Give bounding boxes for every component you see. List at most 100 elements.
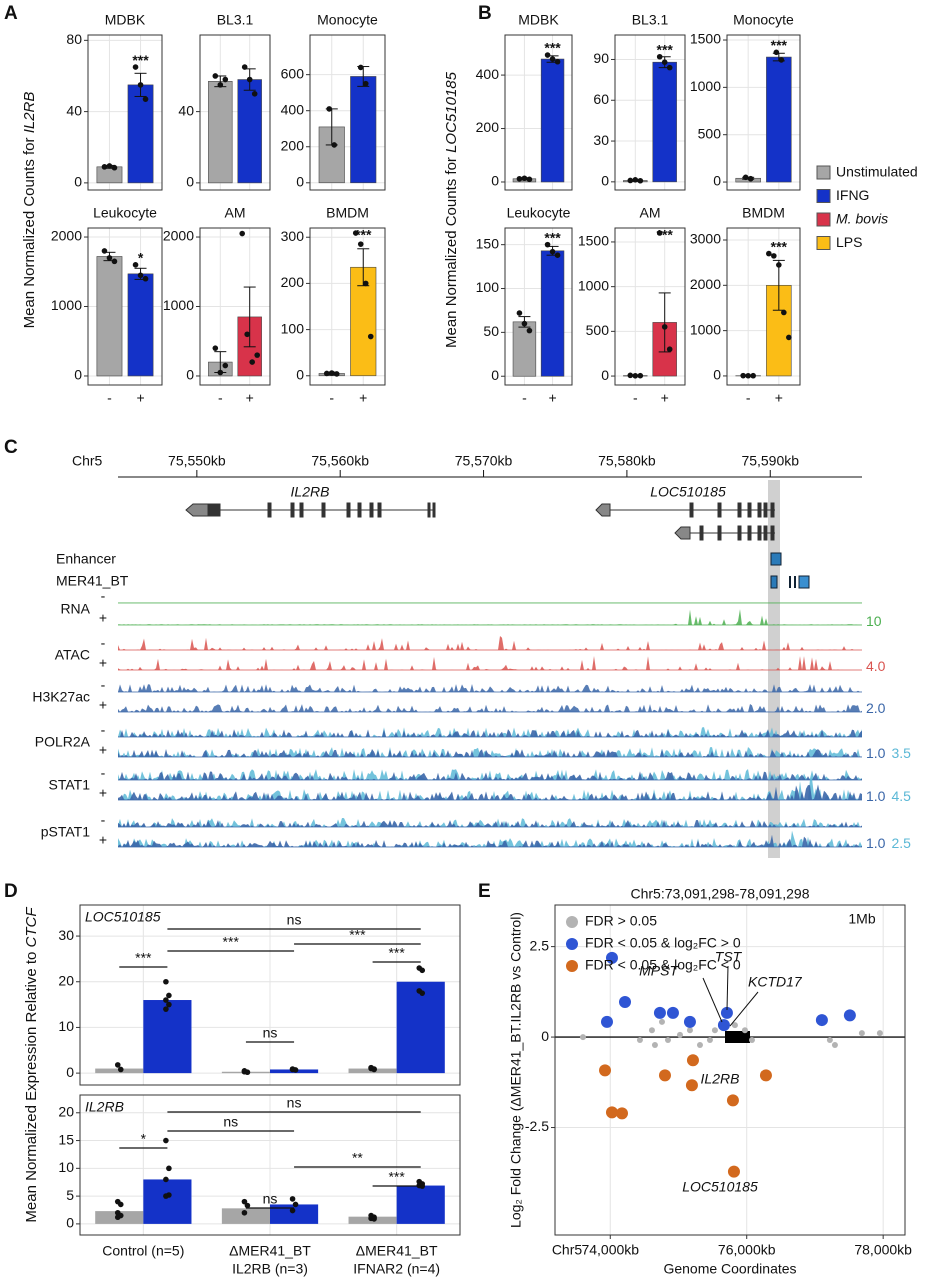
- data-point: [619, 995, 631, 1008]
- data-point: [516, 175, 523, 182]
- data-point: [554, 252, 561, 258]
- y-tick-label: 0: [601, 173, 609, 189]
- track-scale: 4.0: [866, 658, 886, 674]
- y-tick-label: 200: [281, 274, 305, 290]
- strand-label: +: [99, 655, 107, 671]
- legend-marker: [566, 938, 578, 950]
- label-leader: [729, 991, 759, 1027]
- data-point: [781, 309, 787, 316]
- track-scale-value: 10: [866, 613, 882, 629]
- chart-title: IL2RB: [85, 1099, 124, 1115]
- data-point: [745, 372, 751, 379]
- legend-label: FDR > 0.05: [585, 913, 657, 929]
- data-point: [241, 64, 248, 70]
- significance-label: ***: [657, 41, 674, 57]
- data-point: [742, 174, 749, 181]
- signal-track: [118, 636, 862, 650]
- signal-track: [118, 819, 862, 827]
- data-point: [831, 1042, 838, 1049]
- significance-label: ***: [544, 40, 561, 56]
- strand-label: -: [101, 812, 106, 828]
- label-gene: IL2RB: [21, 92, 38, 134]
- signal-track: [118, 784, 862, 800]
- y-tick-label: 200: [476, 119, 500, 135]
- x-tick-label: -: [329, 390, 334, 406]
- x-tick-label: IFNAR2 (n=4): [353, 1261, 440, 1277]
- data-point: [776, 262, 782, 268]
- plot-border: [79, 904, 461, 1086]
- data-point: [627, 177, 634, 184]
- strand-label: +: [99, 697, 107, 713]
- chart-title: Monocyte: [733, 12, 794, 28]
- plot-border: [309, 227, 386, 386]
- error-bar: [243, 286, 256, 348]
- y-tick-label: 0: [491, 367, 499, 383]
- data-point: [254, 352, 260, 358]
- data-point: [786, 334, 792, 341]
- data-point: [371, 1216, 377, 1222]
- mer41-box: [794, 576, 796, 588]
- x-tick-label: +: [136, 390, 144, 406]
- data-point: [142, 96, 149, 102]
- bar: [350, 76, 377, 184]
- track-scale-value: 2.5: [891, 835, 911, 851]
- x-tick-label: +: [775, 390, 783, 406]
- chart-title: BL3.1: [217, 12, 254, 28]
- data-point: [521, 320, 528, 327]
- data-point: [696, 1042, 703, 1049]
- chart-title: AM: [225, 205, 246, 221]
- y-tick-label: 0: [74, 174, 82, 190]
- x-tick-label: 76,000kb: [718, 1242, 776, 1258]
- label-leader: [702, 977, 723, 1023]
- label-text: Mean Normalized Counts for: [21, 137, 38, 328]
- y-tick-label: 0: [491, 173, 499, 189]
- data-point: [352, 230, 359, 236]
- track-scale-value: 1.0: [866, 788, 886, 804]
- y-tick-label: 20: [58, 972, 74, 988]
- data-point: [858, 1030, 865, 1037]
- x-tick-label: ΔMER41_BT: [229, 1243, 311, 1259]
- bar: [221, 1208, 270, 1224]
- error-bar: [658, 292, 671, 353]
- data-point: [132, 64, 139, 70]
- y-tick-label: 0: [296, 173, 304, 189]
- data-point: [726, 1094, 739, 1107]
- y-tick-label: 40: [178, 102, 194, 118]
- bar: [208, 81, 233, 184]
- y-tick-label: 90: [593, 50, 609, 66]
- legend-label: IFNG: [836, 187, 869, 203]
- y-tick-label: 2000: [51, 228, 82, 244]
- x-tick-label: +: [359, 390, 367, 406]
- comparison-label: **: [352, 1150, 363, 1166]
- data-point: [163, 1193, 169, 1199]
- data-point: [419, 1183, 426, 1189]
- y-tick-label: 0: [74, 367, 82, 383]
- track-scale-value: 3.5: [891, 745, 911, 761]
- y-tick-label: 20: [58, 1103, 74, 1119]
- y-tick-label: 1000: [690, 78, 721, 94]
- legend-swatch: [816, 189, 831, 203]
- legend-marker: [566, 960, 578, 972]
- data-point: [163, 1137, 169, 1144]
- y-tick-label: 0: [66, 1064, 74, 1080]
- plot-border: [726, 227, 801, 386]
- y-tick-label: 10: [58, 1159, 74, 1175]
- signal-track: [118, 749, 862, 757]
- track-scale-value: 4.5: [891, 788, 911, 804]
- data-point: [246, 76, 253, 83]
- significance-label: ***: [355, 227, 372, 243]
- chart-title: Chr5:73,091,298-78,091,298: [630, 886, 809, 902]
- x-tick-label: 75,570kb: [455, 453, 513, 469]
- data-point: [666, 346, 673, 353]
- mer41-box: [789, 576, 791, 588]
- gene-label: TST: [715, 949, 743, 965]
- x-tick-label: -: [107, 390, 112, 406]
- data-point: [241, 1209, 248, 1216]
- chart-title: MDBK: [518, 12, 559, 28]
- data-point: [117, 1066, 124, 1073]
- data-point: [331, 142, 338, 148]
- data-point: [333, 371, 340, 377]
- comparison-label: ***: [388, 945, 405, 961]
- bar: [143, 1179, 192, 1224]
- track-scale-value: 1.0: [866, 835, 886, 851]
